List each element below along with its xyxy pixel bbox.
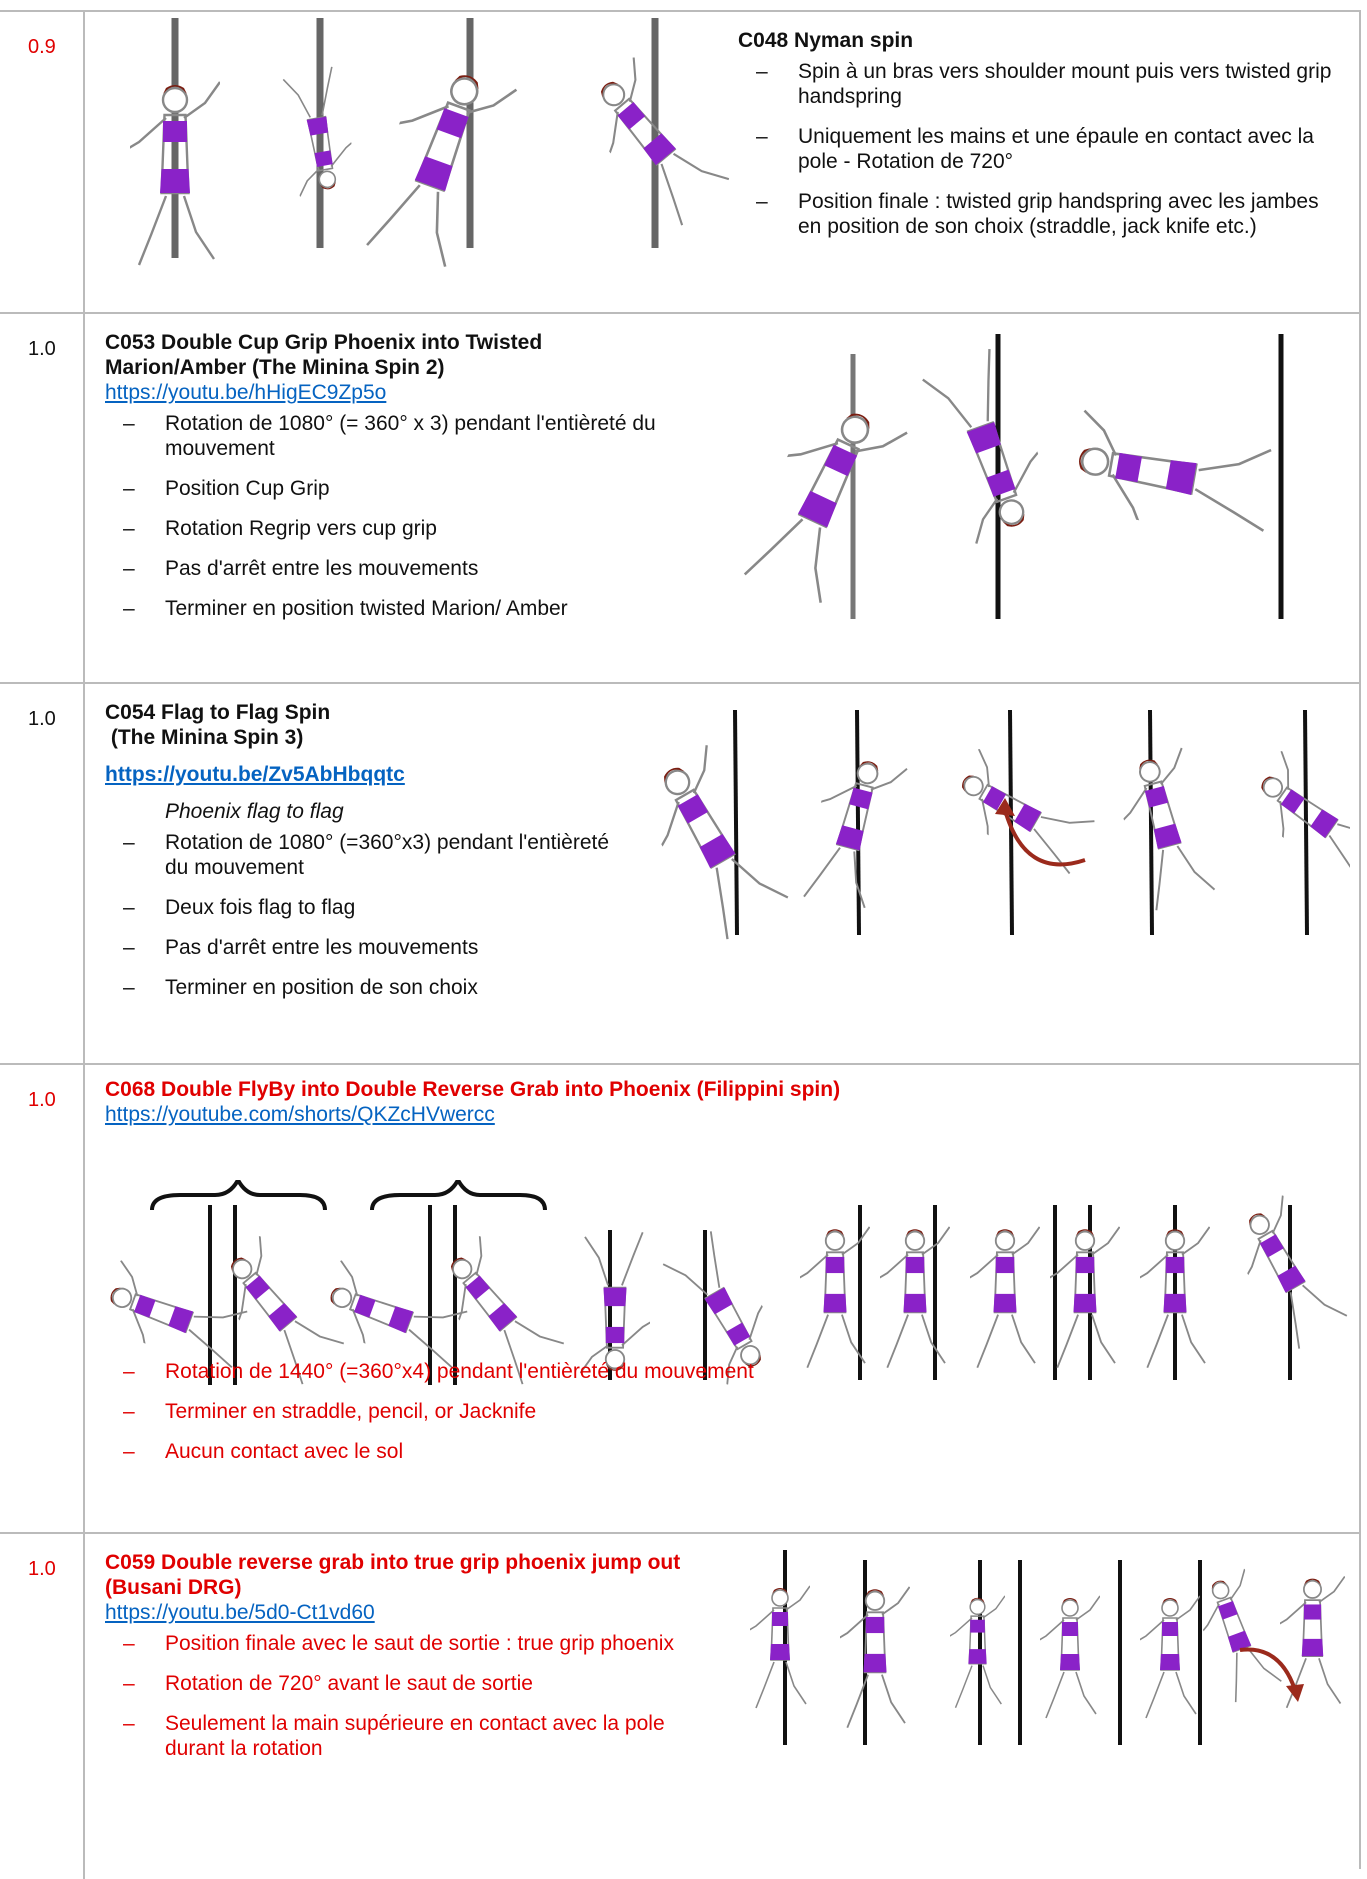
table-row: 0.9 C048 Nyman spin Spin à un bras vers sh… [0,10,1359,312]
figure [840,1585,910,1729]
bullet-item: Terminer en straddle, pencil, or Jacknif… [105,1399,1345,1424]
brace [150,1180,327,1211]
item-title: C048 Nyman spin [738,29,914,52]
bullet-list: Position finale avec le saut de sortie :… [105,1631,715,1761]
score: 1.0 [28,338,56,360]
bullet-item: Pas d'arrêt entre les mouvements [105,935,625,960]
illustration [625,710,1350,947]
item-title: C053 Double Cup Grip Phoenix into Twiste… [105,331,548,379]
bullet-item: Rotation de 1440° (=360°x4) pendant l'en… [105,1359,1345,1384]
score: 1.0 [28,1089,56,1111]
figure [1219,1194,1355,1355]
table-border [1359,10,1361,1869]
link[interactable]: https://youtube.com/shorts/QKZcHVwercc [105,1103,495,1126]
arrow-head [995,798,1015,816]
score: 1.0 [28,708,56,730]
pole [733,710,739,936]
bullet-item: Seulement la main supérieure en contact … [105,1711,715,1761]
brace [370,1180,547,1211]
table-row: 1.0 C059 Double reverse grab into true gr… [0,1532,1359,1869]
bullet-item: Rotation de 720° avant le saut de sortie [105,1671,715,1696]
figure [914,342,1063,545]
figure [735,387,909,613]
figure [880,1225,950,1369]
arrow [1239,1647,1297,1691]
bullet-item: Rotation de 1080° (=360°x3) pendant l'en… [105,830,625,880]
bullet-list: Rotation de 1440° (=360°x4) pendant l'en… [105,1359,1345,1464]
cell-text: C048 Nyman spin Spin à un bras vers shoul… [738,28,1338,254]
arrow [1003,809,1086,867]
cell-text: C053 Double Cup Grip Phoenix into Twiste… [105,330,675,636]
column-divider [83,10,85,1879]
figure [950,1595,1005,1709]
item-title: C054 Flag to Flag Spin [105,701,331,724]
figure [568,56,730,233]
subtitle: Phoenix flag to flag [165,800,344,823]
figure [1107,747,1222,915]
bullet-item: Position Cup Grip [105,476,675,501]
score: 0.9 [28,36,56,58]
item-title: (The Minina Spin 3) [105,726,304,749]
item-title: C068 Double FlyBy into Double Reverse Gr… [105,1078,841,1101]
figure [1065,409,1280,543]
score: 1.0 [28,1558,56,1580]
figure [970,1225,1040,1369]
bullet-list: Rotation de 1080° (= 360° x 3) pendant l… [105,411,675,621]
bullet-item: Position finale : twisted grip handsprin… [738,189,1338,239]
bullet-item: Aucun contact avec le sol [105,1439,1345,1464]
bullet-item: Rotation Regrip vers cup grip [105,516,675,541]
bullet-item: Pas d'arrêt entre les mouvements [105,556,675,581]
figure [1140,1225,1210,1369]
link[interactable]: https://youtu.be/Zv5AbHbqqtc [105,763,405,786]
table-row: 1.0 C053 Double Cup Grip Phoenix into Twi… [0,312,1359,682]
bullet-item: Terminer en position de son choix [105,975,625,1000]
pole [1148,710,1154,936]
bullet-item: Terminer en position twisted Marion/ Amb… [105,596,675,621]
arrow-head [1286,1684,1304,1702]
bullet-item: Rotation de 1080° (= 360° x 3) pendant l… [105,411,675,461]
figure [795,747,909,915]
item-title: C059 Double reverse grab into true grip … [105,1551,687,1599]
bullet-item: Position finale avec le saut de sortie :… [105,1631,715,1656]
table-row: 1.0 C068 Double FlyBy into Double Reverse… [0,1063,1359,1532]
cell-text: C054 Flag to Flag Spin (The Minina Spin … [105,700,625,1015]
figure [1280,1575,1345,1709]
figure [1140,1595,1200,1719]
table-row: 1.0 C054 Flag to Flag Spin (The Minina Sp… [0,682,1359,1063]
cell-text: Rotation de 1440° (=360°x4) pendant l'en… [105,1353,1345,1479]
illustration [750,1550,1345,1745]
figure [355,53,518,277]
bullet-list: Rotation de 1080° (=360°x3) pendant l'en… [105,830,625,1000]
cell-text: C068 Double FlyBy into Double Reverse Gr… [105,1077,1345,1127]
bullet-item: Spin à un bras vers shoulder mount puis … [738,59,1338,109]
cell-text: C059 Double reverse grab into true grip … [105,1550,715,1776]
figure [750,1585,810,1709]
bullet-item: Deux fois flag to flag [105,895,625,920]
illustration [130,18,730,277]
figure [580,1231,650,1375]
illustration [735,334,1284,619]
pole [855,710,861,936]
figure [1238,750,1350,891]
link[interactable]: https://youtu.be/5d0-Ct1vd60 [105,1601,375,1624]
illustration [94,1180,1355,1391]
poles [783,1550,1202,1745]
figure [1040,1595,1100,1719]
bullet-list: Spin à un bras vers shoulder mount puis … [738,59,1338,239]
bullet-item: Uniquement les mains et une épaule en co… [738,124,1338,174]
figure [625,744,798,947]
link[interactable]: https://youtu.be/hHigEC9Zp5o [105,381,387,404]
